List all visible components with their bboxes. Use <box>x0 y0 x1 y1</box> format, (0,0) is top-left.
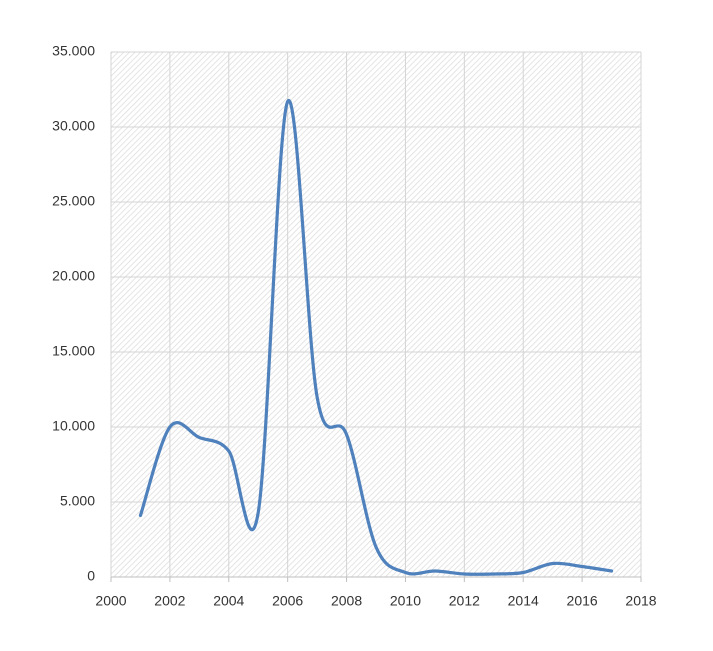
line <box>138 99 614 576</box>
y-tick-label: 30.000 <box>52 118 95 134</box>
plot-area <box>111 52 641 577</box>
y-tick-label: 25.000 <box>52 193 95 209</box>
x-tick-label: 2002 <box>154 593 185 609</box>
y-tick-label: 10.000 <box>52 418 95 434</box>
y-tick-label: 5.000 <box>60 493 95 509</box>
x-tick-label: 2014 <box>508 593 539 609</box>
x-tick-label: 2018 <box>625 593 656 609</box>
x-tick-label: 2008 <box>331 593 362 609</box>
y-tick-label: 35.000 <box>52 43 95 59</box>
y-tick-label: 0 <box>87 568 95 584</box>
x-tick-label: 2000 <box>95 593 126 609</box>
x-tick-label: 2006 <box>272 593 303 609</box>
x-tick-label: 2010 <box>390 593 421 609</box>
y-tick-label: 20.000 <box>52 268 95 284</box>
x-tick-label: 2012 <box>449 593 480 609</box>
y-tick-label: 15.000 <box>52 343 95 359</box>
x-tick-label: 2016 <box>567 593 598 609</box>
x-tick-label: 2004 <box>213 593 244 609</box>
